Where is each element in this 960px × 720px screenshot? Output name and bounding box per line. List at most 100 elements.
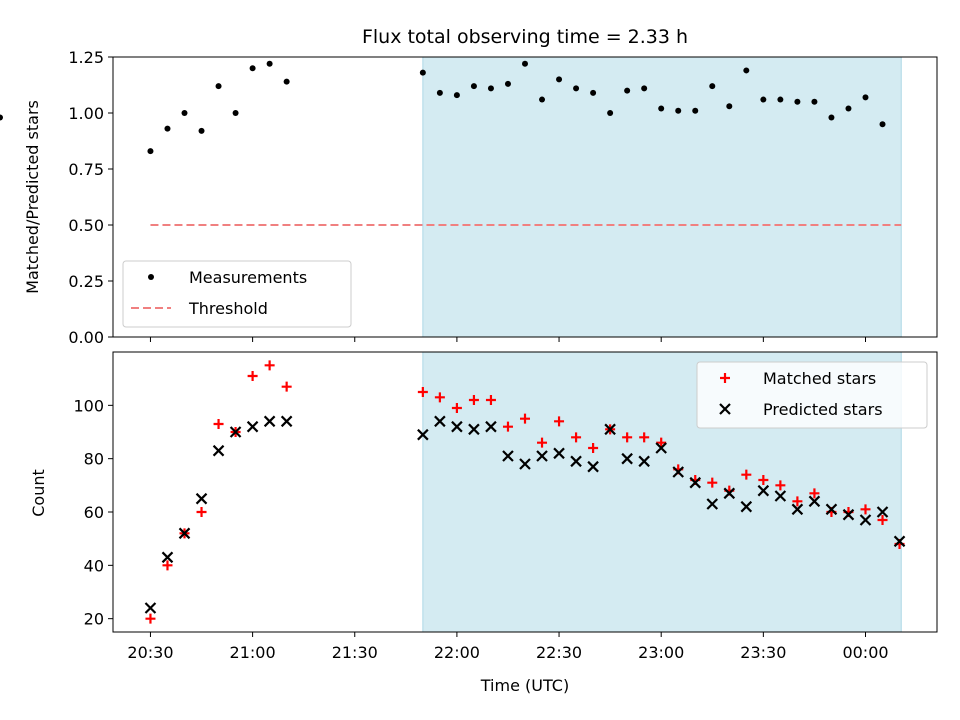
matched-stars-point	[707, 477, 718, 488]
measurement-point	[556, 76, 563, 83]
y-axis-label-bottom: Count	[29, 469, 48, 517]
measurement-point	[436, 89, 443, 96]
predicted-stars-point	[536, 450, 548, 462]
matched-stars-point	[434, 392, 445, 403]
measurement-point	[215, 83, 222, 90]
measurement-point	[828, 114, 835, 121]
matched-stars-point	[417, 387, 428, 397]
y-axis-label-top: Matched/Predicted stars	[23, 100, 42, 294]
measurement-point	[539, 96, 546, 103]
matched-stars-point	[537, 437, 548, 448]
panel-ratio: 0.00 0.25 0.50 0.75 1.00 1.25 Measurements Thre…	[0, 48, 938, 347]
measurement-point	[232, 110, 239, 116]
matched-stars-point	[758, 475, 769, 485]
legend-marker-plus	[720, 373, 730, 383]
predicted-stars-point	[757, 484, 770, 497]
x-tick-label: 20:30	[127, 643, 173, 662]
y-tick-label: 1.00	[68, 104, 104, 123]
y-tick-label: 1.25	[68, 48, 104, 67]
predicted-stars-point	[689, 476, 702, 489]
x-tick-label: 23:00	[638, 643, 684, 662]
predicted-stars-point	[638, 455, 650, 468]
measurement-point	[181, 110, 188, 116]
measurement-point	[675, 107, 682, 114]
legend: Matched stars Predicted stars	[696, 361, 928, 429]
legend-label: Measurements	[189, 268, 307, 287]
y-tick-label: 100	[73, 396, 104, 415]
measurement-point	[504, 80, 511, 87]
x-tick-label: 21:30	[332, 643, 378, 662]
measurement-point	[147, 148, 154, 155]
matched-stars-point	[520, 413, 530, 424]
predicted-stars-point	[859, 514, 872, 526]
matched-stars-point	[145, 613, 156, 624]
predicted-stars-point	[519, 458, 531, 470]
measurement-point	[266, 60, 273, 67]
y-tick-label: 20	[84, 610, 104, 629]
predicted-stars-point	[876, 506, 889, 518]
matched-stars-point	[213, 419, 224, 429]
legend-label: Matched stars	[763, 369, 876, 388]
y-tick-label: 60	[84, 503, 104, 522]
matched-stars-point	[196, 507, 207, 517]
legend-label: Predicted stars	[763, 400, 883, 419]
measurement-point	[283, 78, 290, 85]
y-tick-label: 0.25	[68, 272, 104, 291]
predicted-stars-point	[280, 415, 293, 428]
shaded-observing-region	[422, 56, 902, 338]
measurement-point	[726, 103, 733, 110]
predicted-stars-point	[178, 527, 191, 540]
measurement-point	[811, 98, 818, 105]
legend-marker-x	[719, 403, 731, 415]
matched-stars-point	[639, 432, 650, 443]
predicted-stars-point	[502, 450, 514, 462]
x-tick-label: 23:30	[740, 643, 786, 662]
measurement-point	[777, 96, 784, 103]
measurement-point	[164, 125, 171, 132]
matched-stars-point	[247, 371, 258, 381]
matched-stars-point	[468, 395, 479, 405]
predicted-stars-point	[570, 455, 582, 468]
predicted-stars-point	[417, 428, 429, 441]
panel-counts: 20 40 60 80 100 20:30 21:00 21:30 22:00 22:30 23:0…	[73, 351, 938, 662]
x-tick-label: 00:00	[842, 643, 888, 662]
y-tick-label: 40	[84, 556, 104, 575]
matched-stars-point	[877, 515, 888, 525]
matched-stars-point	[656, 437, 667, 448]
predicted-stars-point	[655, 442, 667, 454]
measurement-point	[522, 60, 528, 67]
matched-stars-point	[775, 480, 786, 491]
measurement-point	[419, 69, 426, 76]
measurement-point	[607, 110, 614, 116]
predicted-stars-point	[144, 602, 157, 614]
measurement-point	[845, 105, 852, 112]
measurement-point	[709, 83, 716, 90]
predicted-stars-point	[587, 460, 599, 473]
x-tick-label: 22:00	[434, 643, 480, 662]
predicted-stars-point	[791, 503, 804, 516]
matched-stars-point	[281, 381, 292, 392]
predicted-stars-point	[468, 423, 480, 436]
predicted-stars-point	[246, 420, 259, 433]
measurement-point	[794, 98, 801, 105]
measurement-point	[487, 85, 494, 92]
predicted-stars-point	[706, 498, 719, 510]
measurement-point	[470, 83, 477, 90]
matched-stars-point	[622, 432, 633, 443]
predicted-stars-point	[825, 503, 838, 516]
matched-stars-point	[809, 488, 820, 499]
predicted-stars-point	[723, 487, 736, 500]
legend-label: Threshold	[188, 299, 268, 318]
matched-stars-point	[451, 403, 462, 413]
measurement-point	[743, 67, 750, 74]
measurement-point	[862, 94, 869, 101]
matched-stars-point	[792, 496, 803, 507]
y-tick-label: 0.00	[68, 328, 104, 347]
measurement-point	[658, 105, 665, 112]
measurement-point	[573, 85, 580, 92]
legend-marker-dot	[148, 274, 154, 280]
axes-frame	[112, 351, 938, 633]
measurement-point	[453, 92, 460, 99]
legend: Measurements Threshold	[122, 260, 352, 328]
predicted-stars-point	[485, 420, 497, 433]
